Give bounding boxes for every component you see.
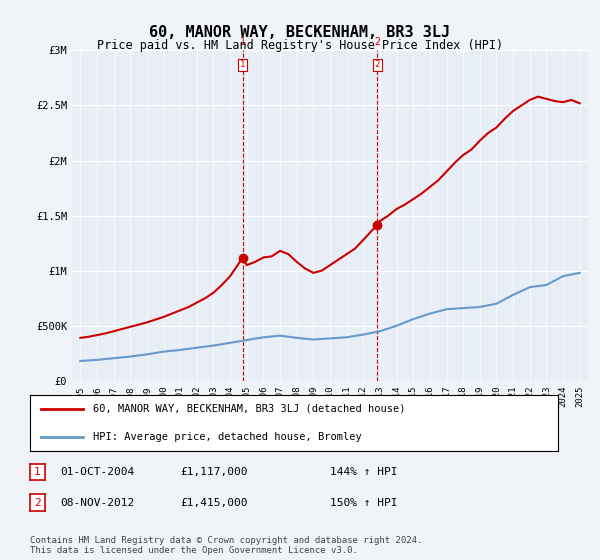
Text: 60, MANOR WAY, BECKENHAM, BR3 3LJ: 60, MANOR WAY, BECKENHAM, BR3 3LJ [149,25,451,40]
Text: This data is licensed under the Open Government Licence v3.0.: This data is licensed under the Open Gov… [30,547,358,556]
Text: 1: 1 [240,60,245,69]
Text: 150% ↑ HPI: 150% ↑ HPI [330,498,398,508]
Text: 2: 2 [374,60,380,69]
Text: 60, MANOR WAY, BECKENHAM, BR3 3LJ (detached house): 60, MANOR WAY, BECKENHAM, BR3 3LJ (detac… [94,404,406,414]
Text: Contains HM Land Registry data © Crown copyright and database right 2024.: Contains HM Land Registry data © Crown c… [30,536,422,545]
Text: 1: 1 [34,467,41,477]
Text: HPI: Average price, detached house, Bromley: HPI: Average price, detached house, Brom… [94,432,362,442]
Text: 2: 2 [34,498,41,508]
Text: Price paid vs. HM Land Registry's House Price Index (HPI): Price paid vs. HM Land Registry's House … [97,39,503,52]
Text: £1,415,000: £1,415,000 [180,498,248,508]
Text: 01-OCT-2004: 01-OCT-2004 [60,467,134,477]
Text: £1,117,000: £1,117,000 [180,467,248,477]
Text: 2: 2 [374,37,380,47]
Text: 1: 1 [239,37,245,47]
Text: 08-NOV-2012: 08-NOV-2012 [60,498,134,508]
Text: 144% ↑ HPI: 144% ↑ HPI [330,467,398,477]
